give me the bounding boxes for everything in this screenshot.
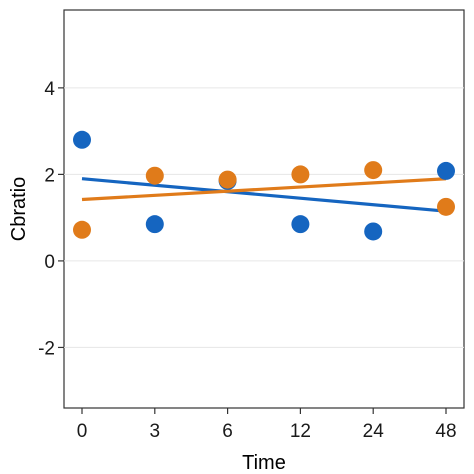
x-tick-label: 48 [435, 421, 456, 442]
data-point-series-2 [73, 220, 91, 239]
data-point-series-2 [437, 197, 455, 216]
x-tick-label: 3 [150, 421, 161, 442]
y-tick-label: -2 [38, 338, 55, 359]
y-tick-label: 0 [44, 252, 55, 273]
x-tick-label: 6 [222, 421, 233, 442]
data-point-series-1 [364, 222, 383, 241]
data-point-series-2 [218, 170, 237, 189]
x-tick-label: 24 [363, 421, 385, 442]
data-point-series-1 [145, 215, 164, 234]
trend-lines [81, 177, 447, 213]
data-point-series-2 [145, 166, 164, 185]
data-point-series-1 [437, 161, 455, 180]
plot-panel [63, 9, 465, 409]
x-tick-label: 0 [77, 421, 88, 442]
trend-line-series-2 [81, 177, 447, 202]
x-axis-title: Time [242, 452, 286, 474]
grid-lines [64, 87, 464, 348]
x-tick-label: 12 [290, 421, 311, 442]
data-point-series-1 [73, 130, 91, 149]
data-points [73, 130, 455, 241]
y-axis-title: Cbratio [8, 177, 30, 241]
trend-line-series-1 [81, 177, 447, 213]
data-point-series-2 [291, 165, 310, 184]
data-point-series-1 [291, 215, 310, 234]
data-point-series-2 [364, 161, 383, 180]
y-tick-label: 2 [44, 165, 55, 186]
y-tick-label: 4 [44, 79, 55, 100]
